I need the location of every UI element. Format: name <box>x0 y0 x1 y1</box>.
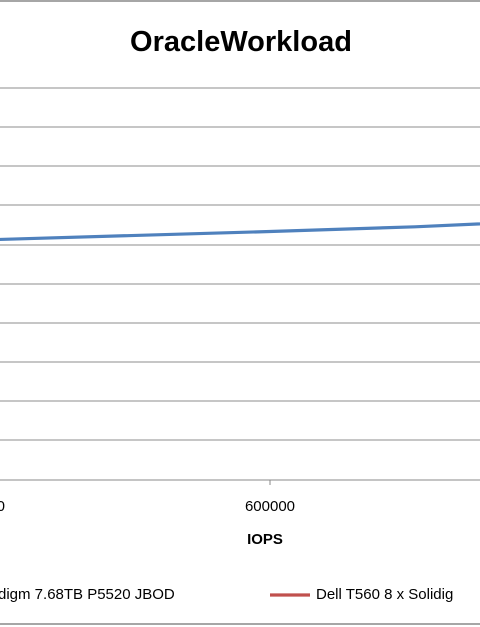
x-axis-ticks: 4000006000008000001000000 <box>0 480 295 515</box>
x-tick-label: 400000 <box>0 498 5 515</box>
x-axis-title: IOPS <box>247 531 283 548</box>
legend-label-2: Dell T560 8 x Solidig <box>316 586 453 603</box>
gridlines <box>0 87 480 441</box>
chart-title: OracleWorkload <box>130 26 352 58</box>
series-line-1 <box>0 222 480 242</box>
series-lines <box>0 222 480 242</box>
legend-label-1: digm 7.68TB P5520 JBOD <box>0 586 175 603</box>
legend: digm 7.68TB P5520 JBOD Dell T560 8 x Soli… <box>0 586 453 603</box>
x-tick-label: 600000 <box>245 498 295 515</box>
